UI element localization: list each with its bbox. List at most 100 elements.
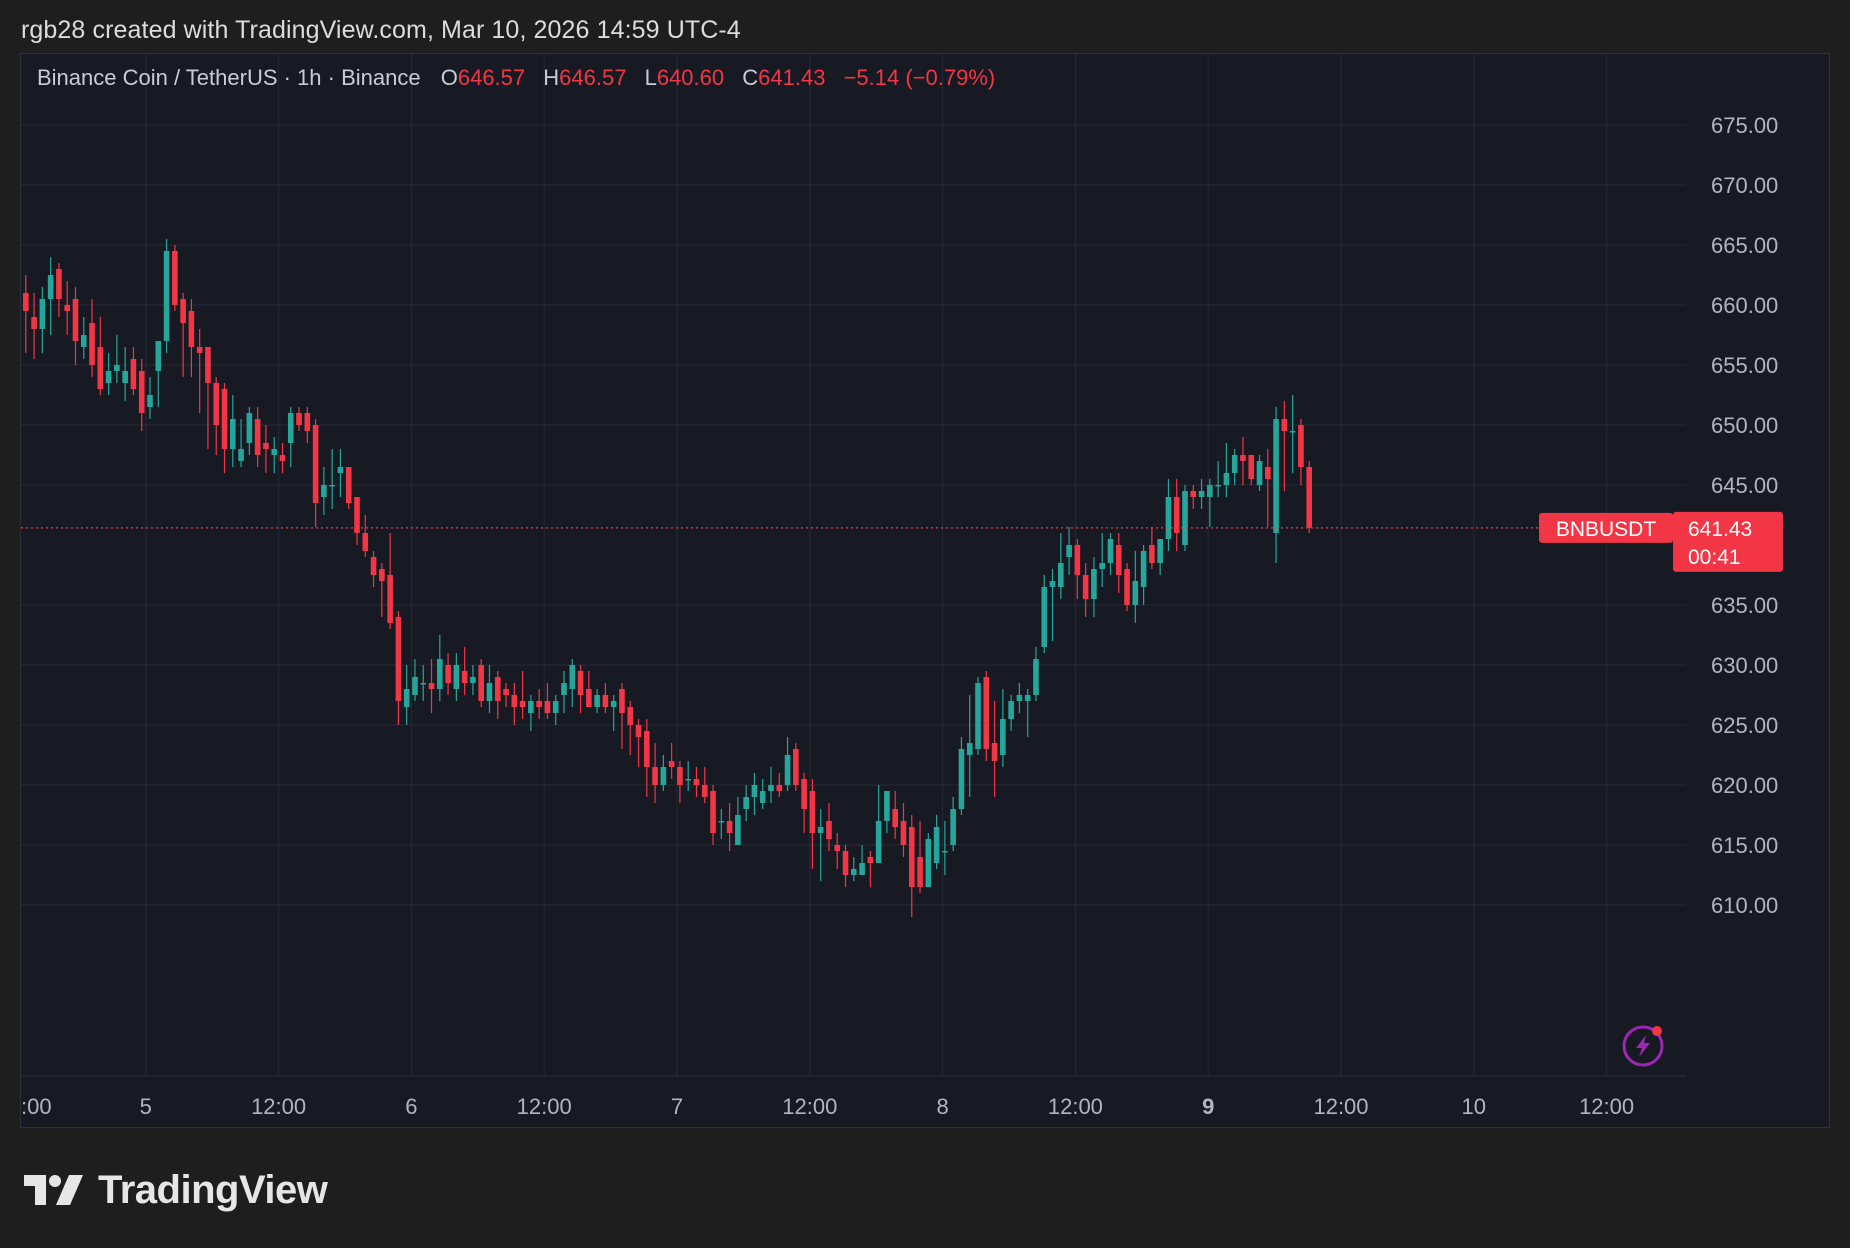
candle bbox=[172, 245, 178, 311]
time-tick-label: 9 bbox=[1202, 1094, 1214, 1119]
candle bbox=[602, 683, 609, 713]
tradingview-wordmark: TradingView bbox=[98, 1167, 328, 1212]
candle-body bbox=[1240, 455, 1246, 461]
candle-body bbox=[536, 701, 542, 707]
candle-body bbox=[56, 269, 62, 299]
candle bbox=[1165, 479, 1172, 551]
candle bbox=[354, 497, 360, 545]
candle-body bbox=[594, 695, 600, 707]
candle bbox=[138, 359, 145, 431]
candle bbox=[56, 263, 62, 317]
candle-body bbox=[1273, 419, 1279, 533]
candle-body bbox=[321, 485, 327, 497]
candle-body bbox=[701, 785, 708, 797]
candle bbox=[412, 659, 418, 701]
price-tick-label: 650.00 bbox=[1711, 413, 1778, 438]
candle-body bbox=[801, 779, 807, 809]
candle-body bbox=[1008, 701, 1014, 719]
price-tick-label: 630.00 bbox=[1711, 653, 1778, 678]
candle-body bbox=[1182, 491, 1188, 545]
candlestick-chart[interactable]: 675.00 670.00 665.00 660.00 655.00 650.00 645.… bbox=[21, 54, 1829, 1127]
candle-body bbox=[793, 749, 799, 785]
candle bbox=[478, 659, 484, 707]
candle bbox=[403, 665, 410, 725]
candle-body bbox=[1207, 485, 1213, 497]
candle bbox=[958, 737, 965, 815]
candle bbox=[1033, 647, 1039, 701]
candle-body bbox=[859, 863, 865, 875]
candle-body bbox=[1198, 491, 1205, 497]
candle-body bbox=[122, 371, 128, 383]
close-label: C bbox=[742, 65, 758, 90]
candle-body bbox=[735, 815, 741, 845]
candle bbox=[735, 797, 741, 845]
candle bbox=[287, 407, 294, 467]
candle bbox=[80, 317, 87, 359]
candle bbox=[23, 275, 29, 353]
candle bbox=[1281, 401, 1288, 491]
candle bbox=[114, 335, 120, 383]
candle bbox=[97, 317, 104, 395]
candle-body bbox=[776, 785, 783, 791]
candle bbox=[577, 665, 584, 713]
candle bbox=[1000, 689, 1006, 767]
candle bbox=[693, 767, 700, 797]
candle-body bbox=[668, 761, 675, 767]
lightning-icon[interactable] bbox=[1622, 1025, 1664, 1067]
candle-body bbox=[975, 683, 981, 749]
high-label: H bbox=[543, 65, 559, 90]
candle-body bbox=[826, 821, 832, 839]
candle bbox=[503, 683, 509, 707]
candle bbox=[784, 737, 791, 791]
candle-body bbox=[1306, 467, 1312, 528]
candle bbox=[610, 695, 617, 731]
candle-body bbox=[80, 335, 87, 347]
candle-body bbox=[652, 767, 658, 785]
candles bbox=[23, 239, 1312, 917]
candle bbox=[1265, 449, 1271, 527]
time-axis[interactable]: :00 5 12:00 6 12:00 7 12:00 8 12:00 9 12:00 10 12:00 bbox=[21, 1094, 1634, 1119]
candle bbox=[950, 797, 956, 851]
candle-body bbox=[403, 689, 410, 707]
candle-body bbox=[511, 695, 518, 707]
candle-body bbox=[1256, 461, 1263, 485]
candle bbox=[47, 257, 54, 335]
candle bbox=[1173, 479, 1180, 551]
candle-body bbox=[1082, 575, 1089, 599]
price-tick-label: 655.00 bbox=[1711, 353, 1778, 378]
candle bbox=[420, 665, 427, 701]
candle bbox=[726, 803, 733, 851]
candle bbox=[279, 443, 286, 473]
chart-panel[interactable]: 675.00 670.00 665.00 660.00 655.00 650.00 645.… bbox=[20, 53, 1830, 1128]
candle-body bbox=[908, 827, 915, 887]
candle-body bbox=[817, 827, 824, 833]
candle bbox=[1157, 539, 1163, 575]
candle bbox=[884, 791, 890, 833]
candle-body bbox=[1149, 545, 1155, 563]
candle bbox=[1240, 437, 1246, 485]
candle bbox=[644, 719, 650, 797]
candle bbox=[1273, 407, 1279, 563]
candle-body bbox=[221, 389, 228, 449]
candle-body bbox=[627, 707, 634, 725]
candle bbox=[668, 743, 675, 779]
candle bbox=[842, 845, 849, 887]
candle-body bbox=[577, 671, 584, 695]
candle bbox=[461, 647, 468, 695]
candle bbox=[395, 611, 402, 725]
price-axis[interactable]: 675.00 670.00 665.00 660.00 655.00 650.00 645.… bbox=[1711, 113, 1778, 918]
candle bbox=[743, 785, 749, 821]
tradingview-logo[interactable]: TradingView bbox=[24, 1167, 328, 1212]
candle-body bbox=[1231, 455, 1238, 473]
candle bbox=[528, 695, 534, 731]
candle bbox=[254, 407, 261, 467]
candle-body bbox=[370, 557, 377, 575]
candle bbox=[246, 407, 253, 455]
candle-body bbox=[1024, 695, 1031, 701]
candle-body bbox=[279, 455, 286, 461]
candle-body bbox=[991, 743, 998, 761]
candle-body bbox=[271, 449, 277, 455]
symbol-title[interactable]: Binance Coin / TetherUS · 1h · Binance bbox=[37, 65, 421, 90]
candle bbox=[1066, 527, 1072, 575]
candle bbox=[718, 809, 725, 839]
